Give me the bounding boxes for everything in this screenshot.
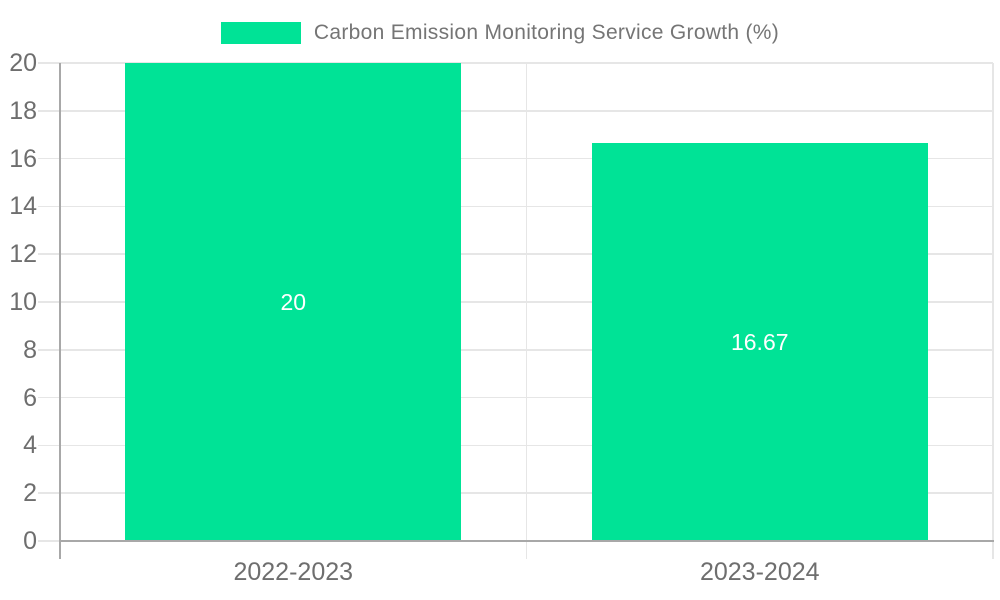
y-tick-label: 12 (9, 240, 37, 269)
y-gridline (38, 492, 993, 494)
y-gridline (38, 205, 993, 208)
legend-swatch (220, 22, 301, 44)
bar-2022-2023[interactable] (125, 63, 462, 540)
y-tick-label: 10 (9, 288, 37, 316)
y-gridline (38, 157, 993, 160)
y-tick-label: 0 (23, 527, 37, 555)
legend: Carbon Emission Monitoring Service Growt… (0, 21, 1000, 45)
x-gridline (525, 63, 528, 559)
y-tick-label: 2 (23, 479, 37, 508)
y-gridline (38, 62, 993, 64)
x-tick-label-2023-2024: 2023-2024 (699, 558, 820, 586)
y-axis-line (59, 63, 61, 559)
y-tick-label: 18 (9, 96, 37, 125)
x-axis-line (59, 540, 994, 542)
y-gridline (38, 301, 993, 303)
y-gridline (38, 253, 993, 255)
y-gridline (38, 349, 993, 351)
y-tick-label: 6 (23, 383, 37, 412)
legend-item[interactable]: Carbon Emission Monitoring Service Growt… (220, 21, 780, 45)
bar-value-label: 20 (280, 289, 307, 315)
y-tick-label: 8 (23, 335, 37, 364)
x-tick-label-2022-2023: 2022-2023 (233, 558, 354, 586)
legend-label: Carbon Emission Monitoring Service Growt… (313, 21, 780, 44)
x-gridline (992, 63, 994, 559)
bar-value-label: 16.67 (730, 328, 789, 355)
y-gridline (38, 444, 993, 447)
y-tick-label: 14 (9, 192, 37, 221)
y-tick-label: 16 (9, 144, 37, 173)
y-gridline (38, 396, 993, 399)
y-tick-label: 4 (23, 431, 37, 460)
y-gridline (38, 110, 993, 112)
y-gridline (38, 540, 60, 542)
bar-2023-2024[interactable] (591, 142, 928, 540)
y-tick-label: 20 (9, 49, 37, 77)
